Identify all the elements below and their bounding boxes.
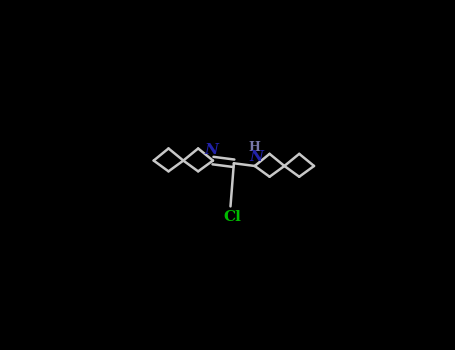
Text: H: H: [249, 141, 261, 154]
Text: N: N: [205, 143, 218, 157]
Text: Cl: Cl: [223, 210, 241, 224]
Text: N: N: [249, 149, 263, 163]
